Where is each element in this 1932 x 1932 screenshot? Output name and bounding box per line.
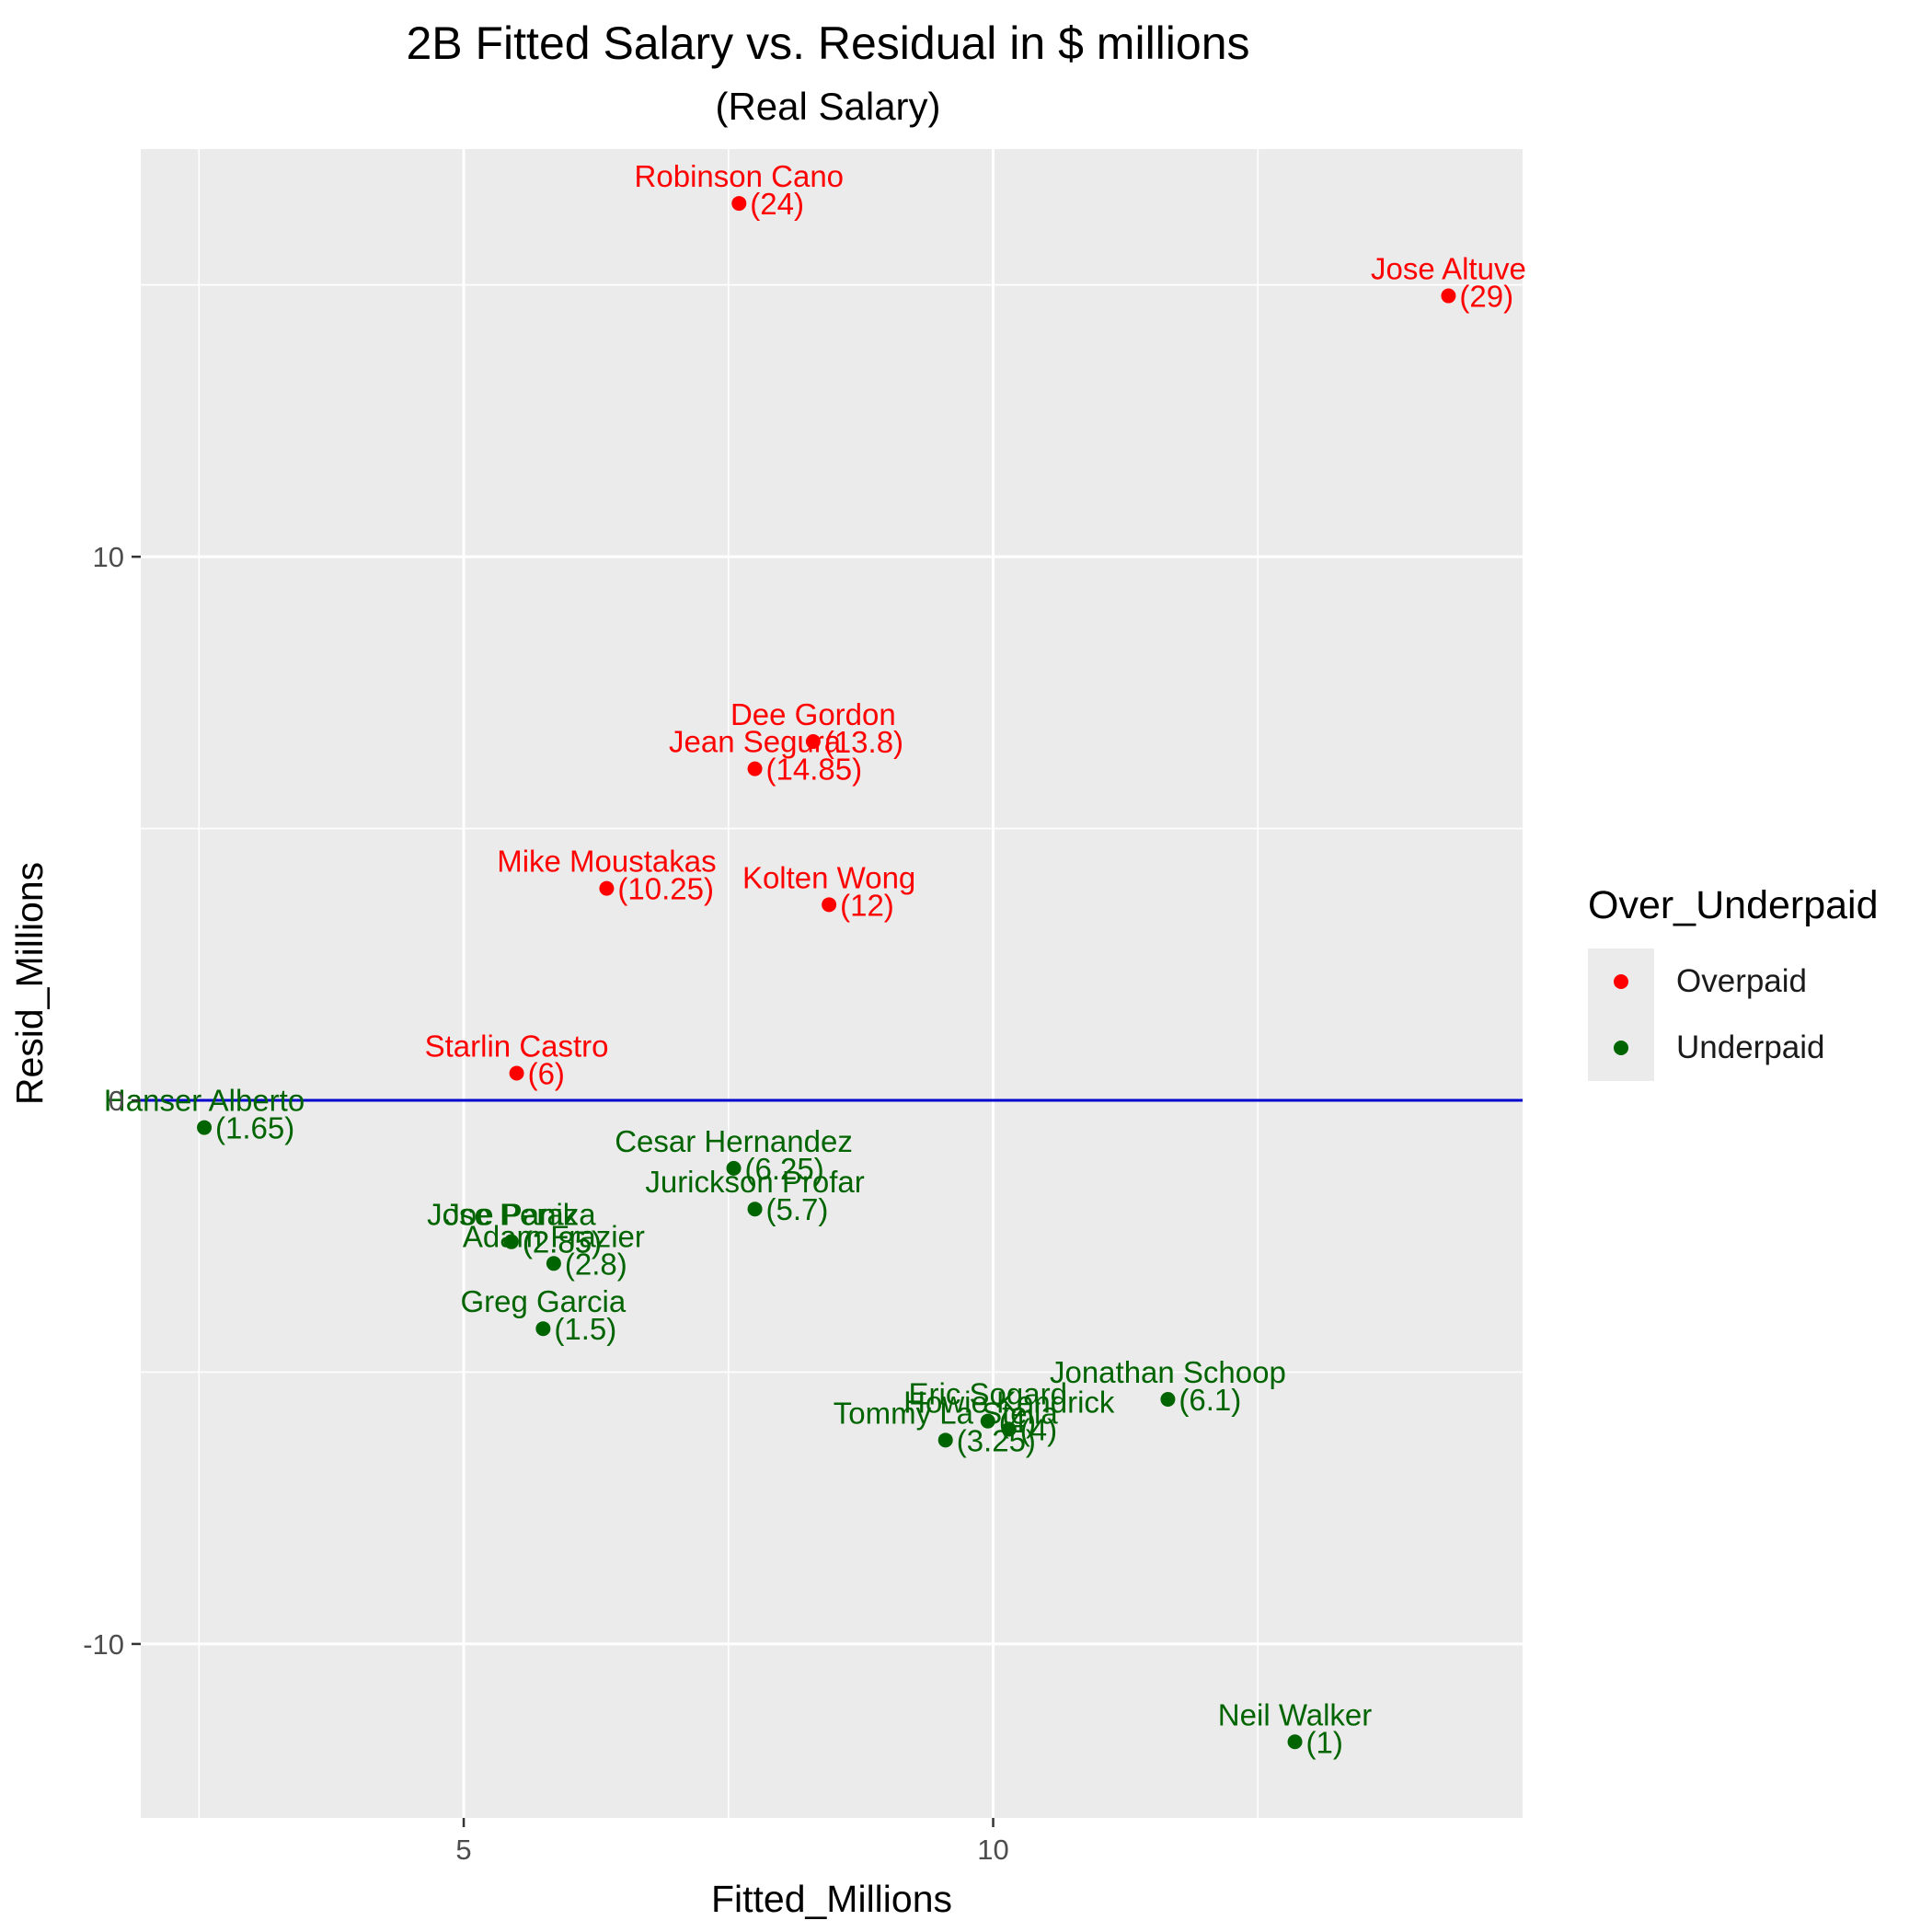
point-name-label: Joe Panik	[444, 1198, 578, 1232]
point-salary-label: (4)	[1020, 1413, 1057, 1447]
data-point	[503, 1234, 519, 1249]
point-salary-label: (3.25)	[957, 1423, 1036, 1457]
legend-key-overpaid	[1588, 949, 1654, 1015]
point-name-label: Jean Segura	[669, 725, 842, 759]
data-point	[599, 880, 615, 896]
point-name-label: Adam Frazier	[463, 1219, 645, 1253]
point-name-label: Greg Garcia	[460, 1284, 626, 1318]
data-point	[747, 1202, 763, 1217]
legend-marker-underpaid	[1614, 1041, 1628, 1055]
point-salary-label: (1.5)	[554, 1312, 616, 1346]
x-tick-label: 5	[455, 1834, 471, 1866]
data-point	[731, 196, 747, 212]
data-point	[546, 1256, 561, 1271]
point-salary-label: (1)	[1306, 1725, 1343, 1759]
point-salary-label: (2.85)	[523, 1225, 602, 1259]
legend-item-overpaid: Overpaid	[1588, 949, 1879, 1015]
point-salary-label: (2.8)	[565, 1247, 627, 1281]
data-point	[1441, 288, 1456, 304]
point-name-label: Kolten Wong	[742, 860, 915, 894]
point-salary-label: (14.85)	[766, 753, 863, 787]
point-salary-label: (2.85)	[523, 1225, 602, 1259]
point-name-label: Mike Moustakas	[497, 845, 716, 879]
axes: 5 10 -10 0 10	[83, 541, 1009, 1866]
point-name-label: Jurickson Profar	[645, 1165, 864, 1199]
point-salary-label: (12)	[840, 888, 894, 922]
point-name-label: Jonathan Schoop	[1050, 1355, 1286, 1389]
data-point	[1287, 1734, 1303, 1750]
point-name-label: Jose Peraza	[427, 1198, 596, 1232]
point-name-label: Neil Walker	[1218, 1697, 1372, 1731]
data-point	[197, 1120, 213, 1135]
point-name-label: Tommy La Stella	[834, 1396, 1059, 1430]
y-tick-label: 0	[109, 1085, 124, 1117]
data-point	[937, 1432, 953, 1448]
point-salary-label: (6.1)	[1179, 1383, 1241, 1417]
data-point	[747, 761, 763, 776]
legend-item-underpaid: Underpaid	[1588, 1015, 1879, 1081]
x-tick-label: 10	[977, 1834, 1008, 1866]
y-tick-label: 10	[93, 541, 124, 573]
data-point	[509, 1065, 524, 1081]
data-point	[535, 1321, 551, 1337]
point-salary-label: (5.7)	[766, 1192, 829, 1226]
legend-key-underpaid	[1588, 1015, 1654, 1081]
plot-panel	[141, 149, 1523, 1818]
point-salary-label: (29)	[1459, 280, 1513, 314]
x-axis-title: Fitted_Millions	[711, 1878, 952, 1920]
data-point	[1001, 1421, 1017, 1437]
point-name-label: Robinson Cano	[635, 159, 845, 193]
chart-subtitle: (Real Salary)	[715, 85, 941, 128]
legend-marker-overpaid	[1614, 974, 1628, 989]
point-name-label: Cesar Hernandez	[615, 1124, 853, 1158]
point-labels: Robinson Cano(24) Jose Altuve(29) Dee Gord…	[104, 159, 1526, 1759]
point-salary-label: (1.65)	[215, 1111, 294, 1145]
data-point	[1160, 1392, 1176, 1408]
data-point	[805, 734, 821, 750]
legend-label-overpaid: Overpaid	[1676, 963, 1808, 999]
point-salary-label: (24)	[750, 187, 804, 221]
data-points	[197, 196, 1456, 1750]
point-salary-label: (6)	[528, 1056, 565, 1090]
point-name-label: Howie Kendrick	[903, 1386, 1115, 1420]
y-tick-label: -10	[83, 1628, 124, 1661]
data-point	[822, 897, 837, 913]
point-salary-label: (10.25)	[617, 872, 714, 906]
point-salary-label: (4)	[999, 1405, 1036, 1439]
legend-title: Over_Underpaid	[1588, 883, 1879, 927]
point-salary-label: (13.8)	[824, 725, 903, 759]
y-axis-title: Resid_Millions	[8, 862, 51, 1105]
point-name-label: Eric Sogard	[909, 1377, 1067, 1411]
point-name-label: Starlin Castro	[425, 1029, 609, 1063]
legend-label-underpaid: Underpaid	[1676, 1029, 1825, 1065]
data-point	[726, 1160, 742, 1176]
point-name-label: Jose Altuve	[1371, 252, 1526, 286]
point-name-label: Dee Gordon	[730, 697, 896, 731]
data-point	[980, 1413, 995, 1429]
chart-title: 2B Fitted Salary vs. Residual in $ milli…	[406, 17, 1250, 69]
point-salary-label: (6.25)	[745, 1152, 824, 1186]
legend: Over_Underpaid Overpaid Underpaid	[1588, 883, 1879, 1081]
